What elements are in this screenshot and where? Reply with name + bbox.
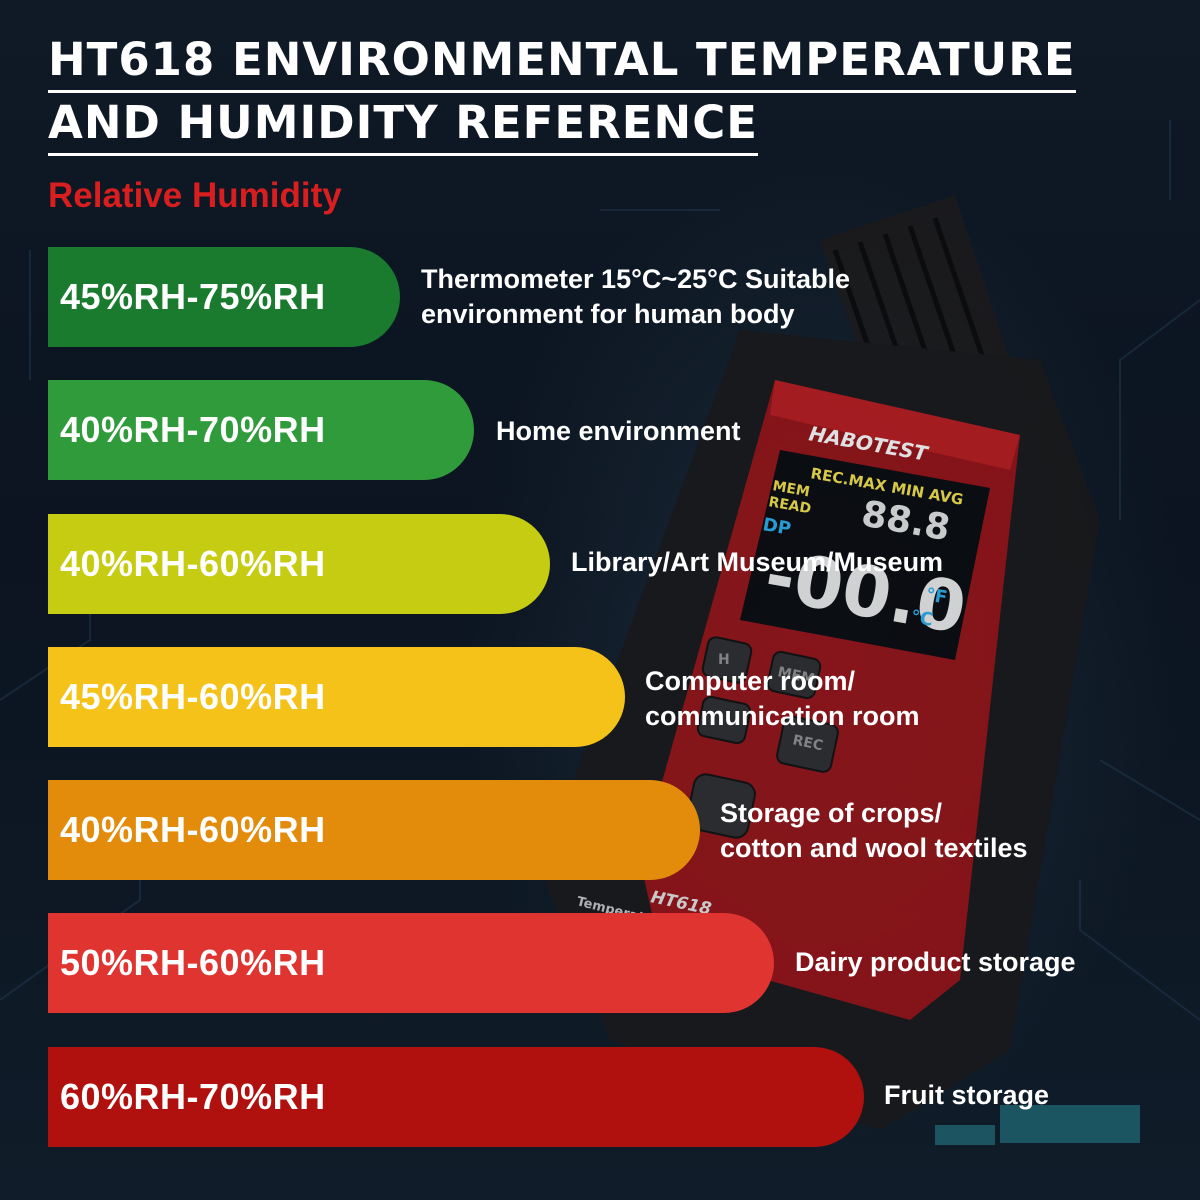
environment-description: Library/Art Museum/Museum xyxy=(571,545,943,580)
humidity-range-label: 40%RH-70%RH xyxy=(60,409,326,450)
humidity-range-label: 40%RH-60%RH xyxy=(60,809,326,850)
screen-unit-c: °C xyxy=(909,606,935,631)
description-line: Computer room/ xyxy=(645,666,856,696)
humidity-range-label: 40%RH-60%RH xyxy=(60,543,326,584)
environment-description: Computer room/communication room xyxy=(645,664,920,734)
rec-button xyxy=(776,715,839,773)
environment-description: Thermometer 15°C~25°C Suitable environmen… xyxy=(421,262,850,332)
power-button xyxy=(686,773,756,839)
humidity-range-label: 45%RH-60%RH xyxy=(60,676,326,717)
humidity-range-label: 50%RH-60%RH xyxy=(60,942,326,983)
h-button xyxy=(701,636,753,684)
rec-button-label: REC xyxy=(791,732,824,754)
humidity-range-bar: 50%RH-60%RH xyxy=(48,913,774,1013)
description-line: Thermometer 15°C~25°C Suitable xyxy=(421,264,850,294)
page-title-line-2: AND HUMIDITY REFERENCE xyxy=(48,93,758,156)
page-title: HT618 ENVIRONMENTAL TEMPERATURE AND HUMI… xyxy=(48,30,1076,156)
environment-description: Storage of crops/cotton and wool textile… xyxy=(720,796,1028,866)
description-line: cotton and wool textiles xyxy=(720,833,1028,863)
humidity-range-bar: 40%RH-60%RH xyxy=(48,780,700,880)
humidity-range-bar: 40%RH-70%RH xyxy=(48,380,474,480)
screen-mem-text: MEM xyxy=(771,478,811,500)
up-button xyxy=(696,695,752,745)
mem-button xyxy=(766,650,822,700)
humidity-range-bar: 45%RH-60%RH xyxy=(48,647,625,747)
device-screen xyxy=(740,450,990,660)
humidity-range-label: 45%RH-75%RH xyxy=(60,276,326,317)
description-line: communication room xyxy=(645,701,920,731)
section-subtitle: Relative Humidity xyxy=(48,176,342,215)
humidity-range-bar: 45%RH-75%RH xyxy=(48,247,400,347)
mem-button-label: MEM xyxy=(776,664,816,687)
screen-read-text: READ xyxy=(767,494,812,517)
environment-description: Fruit storage xyxy=(884,1078,1049,1113)
humidity-range-bar: 60%RH-70%RH xyxy=(48,1047,864,1147)
description-line: Storage of crops/ xyxy=(720,798,943,828)
environment-description: Dairy product storage xyxy=(795,945,1076,980)
description-line: Library/Art Museum/Museum xyxy=(571,547,944,577)
page-title-line-1: HT618 ENVIRONMENTAL TEMPERATURE xyxy=(48,30,1076,93)
environment-description: Home environment xyxy=(496,414,741,449)
description-line: environment for human body xyxy=(421,299,795,329)
h-button-label: H xyxy=(718,652,730,668)
humidity-range-bar: 40%RH-60%RH xyxy=(48,514,550,614)
humidity-range-label: 60%RH-70%RH xyxy=(60,1076,326,1117)
description-line: Dairy product storage xyxy=(795,947,1076,977)
screen-unit-f: °F xyxy=(924,584,949,608)
description-line: Fruit storage xyxy=(884,1080,1050,1110)
description-line: Home environment xyxy=(496,416,741,446)
screen-dp-text: DP xyxy=(761,514,792,540)
